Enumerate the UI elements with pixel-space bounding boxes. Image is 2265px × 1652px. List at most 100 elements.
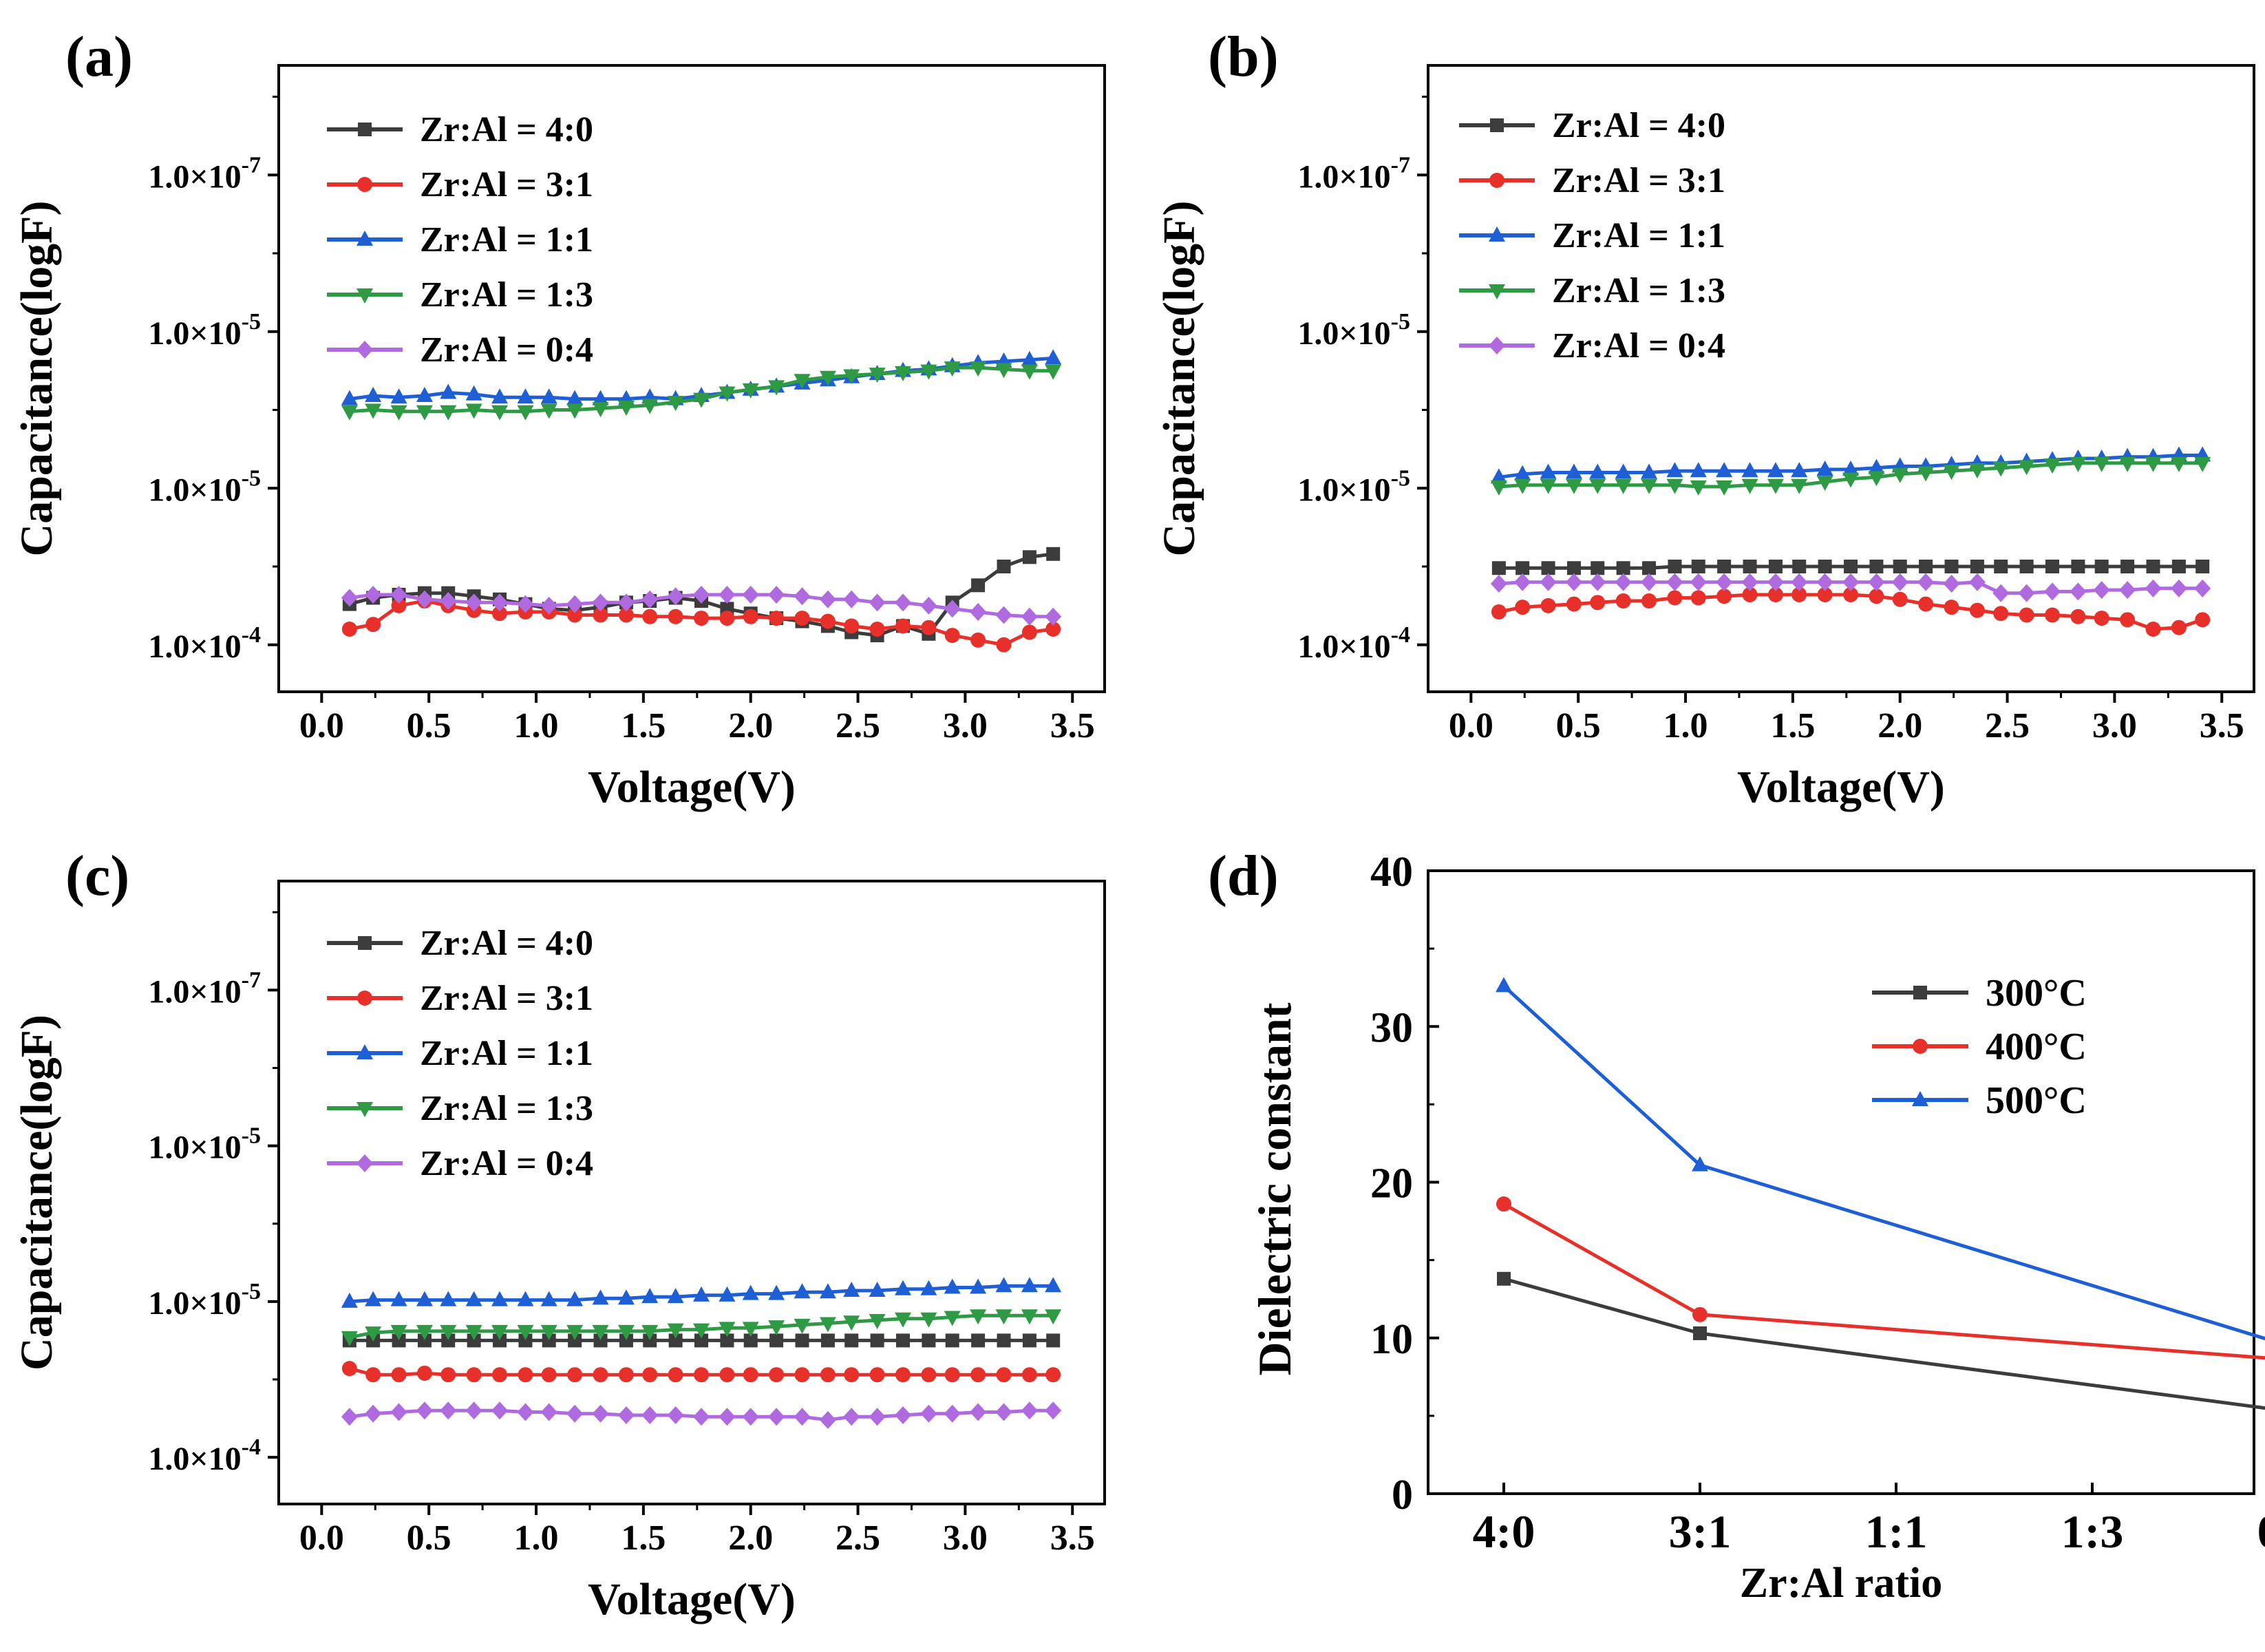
data-point (1741, 478, 1758, 494)
data-point (2145, 579, 2162, 597)
data-point (566, 595, 584, 613)
y-axis-title: Capacitance(logF) (12, 201, 62, 557)
data-point (417, 1333, 432, 1348)
x-axis-title: Zr:Al ratio (1740, 1560, 1942, 1607)
data-point (492, 606, 508, 622)
data-point (768, 1408, 785, 1426)
data-point (618, 1367, 634, 1383)
data-point (970, 632, 986, 648)
data-point (1791, 462, 1808, 478)
data-point (365, 1367, 381, 1383)
data-point (843, 1282, 860, 1298)
data-point (641, 590, 659, 608)
data-point (540, 1291, 557, 1306)
y-tick-exponent: -7 (242, 967, 261, 993)
data-point (617, 1324, 635, 1340)
data-point (819, 1283, 836, 1299)
x-tick-label: 0:4 (2257, 1505, 2265, 1558)
data-point (643, 1333, 657, 1348)
legend-swatch-marker (1489, 226, 1505, 242)
panel-a: (a)0.0 0.5 1.0 1.5 2.0 2.5 3.0 3.51.0×10-71.0×1… (12, 25, 1106, 812)
legend-item-zr-al-1-1: Zr:Al = 1:1 (1459, 216, 1725, 255)
y-tick-label: 1.0×10-5 (148, 1279, 261, 1322)
data-point (542, 1333, 556, 1348)
legend-label: Zr:Al = 0:4 (420, 330, 593, 370)
data-point (768, 585, 785, 604)
data-point (1693, 1326, 1707, 1340)
data-point (819, 1317, 836, 1333)
data-point (391, 1367, 407, 1383)
data-point (1791, 586, 1807, 602)
data-point (694, 611, 710, 626)
data-point (1021, 607, 1038, 626)
data-point (769, 1333, 784, 1348)
data-point (642, 608, 658, 624)
x-tick-label: 2.5 (836, 706, 880, 745)
data-point (1045, 1309, 1062, 1325)
data-point (2171, 560, 2186, 573)
data-point (2044, 458, 2061, 474)
data-point (2120, 560, 2135, 573)
panel-label: (b) (1208, 25, 1279, 89)
data-point (742, 1408, 759, 1426)
data-point (567, 1367, 583, 1383)
series-line (1503, 1277, 2265, 1410)
data-point (465, 1401, 482, 1420)
data-point (1021, 1401, 1038, 1420)
data-point (1667, 590, 1683, 606)
data-point (1917, 573, 1935, 591)
data-point (743, 1367, 758, 1383)
data-point (592, 402, 609, 418)
data-point (2194, 579, 2211, 597)
data-point (843, 1408, 860, 1426)
data-point (365, 403, 382, 419)
y-tick-label: 1.0×10-5 (1297, 309, 1410, 352)
x-tick-label: 3.5 (2200, 706, 2244, 745)
x-tick-label: 3.0 (2092, 706, 2137, 745)
data-point (719, 611, 735, 626)
data-point (1540, 463, 1557, 479)
data-point (742, 383, 759, 399)
data-point (1717, 560, 1732, 573)
data-point (869, 622, 885, 637)
data-point (2019, 607, 2034, 623)
data-point (742, 585, 759, 604)
data-point (1842, 460, 1860, 476)
data-point (1918, 596, 1934, 612)
legend-item-400-c: 400°C (1872, 1026, 2087, 1068)
y-axis-title: Capacitance(logF) (12, 1015, 62, 1370)
data-point (667, 587, 684, 606)
data-point (920, 1280, 937, 1295)
data-point (869, 1408, 886, 1426)
data-point (1045, 1367, 1061, 1383)
data-point (593, 1367, 608, 1383)
data-point (1641, 573, 1658, 591)
y-tick-exponent: -5 (242, 1123, 261, 1149)
data-point (921, 1367, 937, 1383)
plot-frame (277, 64, 1106, 693)
legend-swatch-marker (357, 1044, 373, 1059)
y-tick-exponent: -5 (242, 1279, 261, 1304)
y-tick-exponent: -4 (1391, 622, 1410, 648)
legend-label: Zr:Al = 3:1 (1552, 161, 1725, 200)
data-point (693, 1408, 710, 1426)
legend-swatch-marker (1912, 1091, 1928, 1106)
data-point (1917, 466, 1935, 482)
data-point (1767, 573, 1784, 591)
data-point (517, 595, 534, 613)
data-point (944, 600, 961, 618)
legend: Zr:Al = 4:0 Zr:Al = 3:1 Zr:Al = 1:1 Zr:Al =… (327, 924, 593, 1183)
data-point (1045, 1401, 1062, 1420)
data-point (2094, 611, 2109, 626)
data-point (1641, 593, 1657, 609)
legend-label: Zr:Al = 1:1 (420, 220, 593, 260)
data-point (641, 1324, 659, 1340)
y-tick-base: 1.0×10 (148, 472, 241, 508)
data-point (996, 637, 1012, 653)
data-point (491, 1291, 509, 1306)
data-point (641, 1406, 659, 1425)
legend-swatch-marker (1489, 284, 1505, 299)
data-point (1690, 590, 1706, 606)
data-point (641, 1288, 659, 1304)
y-tick-base: 1.0×10 (148, 628, 241, 665)
